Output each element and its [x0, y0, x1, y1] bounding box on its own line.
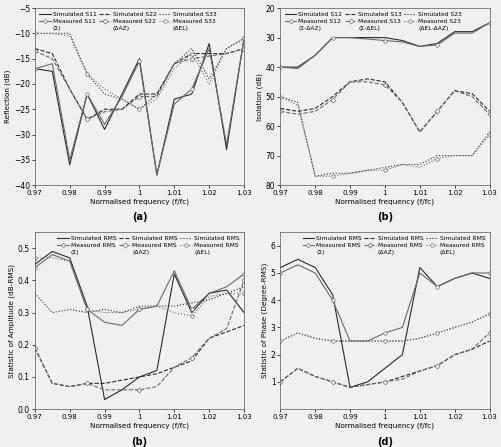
Legend: Simulated RMS, Measured RMS, (Σ), Simulated RMS, Measured RMS, (ΔAZ), Simulated : Simulated RMS, Measured RMS, (Σ), Simula… — [55, 234, 242, 257]
Legend: Simulated S11, Measured S11, (Σ), Simulated S22, Measured S22, (ΔAZ), Simulated : Simulated S11, Measured S11, (Σ), Simula… — [37, 10, 218, 33]
Text: (a): (a) — [131, 212, 147, 223]
Y-axis label: Reflection (dB): Reflection (dB) — [5, 70, 11, 123]
Legend: Simulated RMS, Measured RMS, (Σ), Simulated RMS, Measured RMS, (ΔAZ), Simulated : Simulated RMS, Measured RMS, (Σ), Simula… — [300, 234, 487, 257]
X-axis label: Normalised frequency (f/fc): Normalised frequency (f/fc) — [90, 199, 188, 205]
X-axis label: Normalised frequency (f/fc): Normalised frequency (f/fc) — [335, 199, 433, 205]
X-axis label: Normalised frequency (f/fc): Normalised frequency (f/fc) — [90, 423, 188, 429]
Y-axis label: Statistic of Amplitude (dB-RMS): Statistic of Amplitude (dB-RMS) — [9, 264, 15, 378]
Text: (b): (b) — [131, 437, 147, 447]
Legend: Simulated S12, Measured S12, (Σ-ΔAZ), Simulated S13, Measured S13, (Σ-ΔEL), Simu: Simulated S12, Measured S12, (Σ-ΔAZ), Si… — [282, 10, 463, 33]
X-axis label: Normalised frequency (f/fc): Normalised frequency (f/fc) — [335, 423, 433, 429]
Y-axis label: Statistic of Phase (Degree-RMS): Statistic of Phase (Degree-RMS) — [261, 263, 268, 378]
Y-axis label: Isolation (dB): Isolation (dB) — [256, 73, 263, 121]
Text: (d): (d) — [376, 437, 392, 447]
Text: (b): (b) — [376, 212, 392, 223]
